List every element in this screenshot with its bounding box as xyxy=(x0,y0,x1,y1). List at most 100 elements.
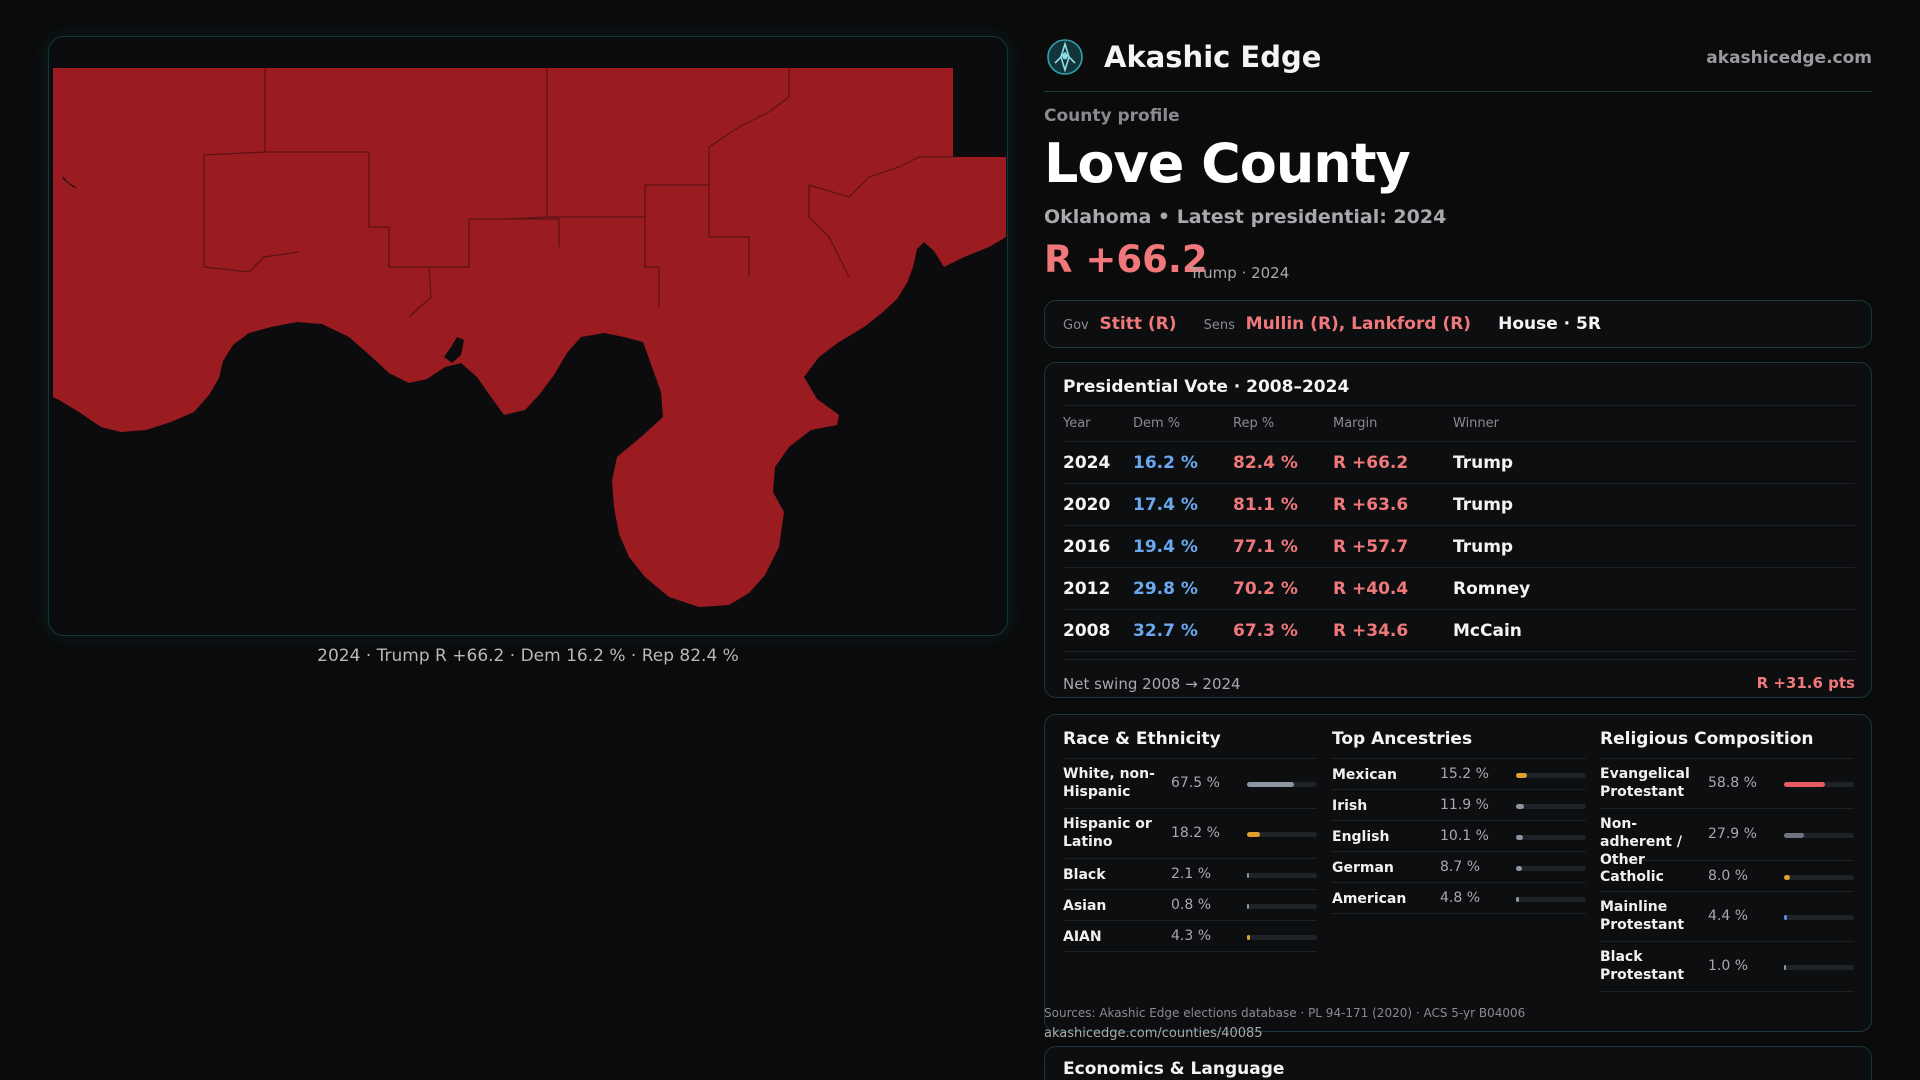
item-percent: 67.5 % xyxy=(1171,775,1220,791)
item-percent: 2.1 % xyxy=(1171,865,1212,882)
item-name: Evangelical Protestant xyxy=(1600,766,1690,800)
item-bar-fill xyxy=(1247,832,1260,837)
col-year: Year xyxy=(1063,405,1133,442)
item-percent: 10.1 % xyxy=(1440,827,1489,844)
economics-language-title: Economics & Language xyxy=(1063,1059,1285,1079)
brand-name[interactable]: Akashic Edge xyxy=(1104,40,1322,74)
item-name: Mainline Protestant xyxy=(1600,899,1685,933)
item-bar-track xyxy=(1247,872,1317,878)
item-bar-fill xyxy=(1247,903,1249,909)
table-row[interactable]: 2016 19.4 % 77.1 % R +57.7 Trump xyxy=(1063,525,1855,568)
economics-language-card: Economics & Language xyxy=(1044,1046,1872,1080)
ancestries-title: Top Ancestries xyxy=(1332,729,1586,759)
cell-winner: Trump xyxy=(1453,483,1855,526)
item-percent: 27.9 % xyxy=(1708,826,1757,842)
item-percent: 11.9 % xyxy=(1440,796,1489,813)
list-item: Black Protestant 1.0 % xyxy=(1600,942,1854,992)
list-item: Irish 11.9 % xyxy=(1332,790,1586,821)
cell-rep: 82.4 % xyxy=(1233,441,1333,484)
headline-margin: R +66.2 xyxy=(1044,238,1208,281)
list-item: Evangelical Protestant 58.8 % xyxy=(1600,759,1854,809)
brand-header: Akashic Edge akashicedge.com xyxy=(1044,36,1872,92)
item-bar-fill xyxy=(1247,782,1295,787)
item-name: English xyxy=(1332,829,1390,845)
list-item: American 4.8 % xyxy=(1332,883,1586,914)
sens-label: Sens xyxy=(1203,318,1235,333)
item-percent: 8.0 % xyxy=(1708,867,1749,884)
county-shape-west-pocket xyxy=(53,167,89,201)
item-percent: 8.7 % xyxy=(1440,858,1481,875)
list-item: Black 2.1 % xyxy=(1063,859,1317,890)
table-row[interactable]: 2008 32.7 % 67.3 % R +34.6 McCain xyxy=(1063,609,1855,652)
race-ethnicity-column: Race & Ethnicity White, non-Hispanic 67.5… xyxy=(1063,729,1317,952)
list-item: Mainline Protestant 4.4 % xyxy=(1600,892,1854,942)
county-map[interactable] xyxy=(48,36,1008,636)
ancestries-column: Top Ancestries Mexican 15.2 % Irish 11.9 % E… xyxy=(1332,729,1586,914)
list-item: White, non-Hispanic 67.5 % xyxy=(1063,759,1317,809)
item-bar-fill xyxy=(1516,865,1523,871)
senators-value: Mullin (R), Lankford (R) xyxy=(1245,314,1472,334)
item-percent: 15.2 % xyxy=(1440,765,1489,782)
sources-url[interactable]: akashicedge.com/counties/40085 xyxy=(1044,1026,1263,1041)
item-bar-fill xyxy=(1784,915,1788,920)
item-bar-fill xyxy=(1247,934,1250,940)
item-bar-track xyxy=(1516,834,1586,840)
presidential-table: Year Dem % Rep % Margin Winner 2024 16.2… xyxy=(1063,405,1855,652)
demographics-card: Race & Ethnicity White, non-Hispanic 67.5… xyxy=(1044,714,1872,1032)
cell-margin: R +66.2 xyxy=(1333,441,1453,484)
table-row[interactable]: 2024 16.2 % 82.4 % R +66.2 Trump xyxy=(1063,441,1855,484)
item-bar-fill xyxy=(1247,872,1249,878)
cell-rep: 67.3 % xyxy=(1233,609,1333,652)
item-bar-fill xyxy=(1784,782,1826,787)
item-bar-track xyxy=(1247,934,1317,940)
county-shape-map xyxy=(53,68,1006,607)
cell-rep: 81.1 % xyxy=(1233,483,1333,526)
item-percent: 58.8 % xyxy=(1708,775,1757,791)
compass-logo-icon[interactable] xyxy=(1046,38,1084,76)
cell-winner: Trump xyxy=(1453,441,1855,484)
net-swing-label: Net swing 2008 → 2024 xyxy=(1063,675,1241,693)
county-shape[interactable] xyxy=(53,68,1006,607)
table-row[interactable]: 2020 17.4 % 81.1 % R +63.6 Trump xyxy=(1063,483,1855,526)
item-name: Non-adherent / Other xyxy=(1600,816,1682,868)
item-name: Mexican xyxy=(1332,767,1397,783)
item-bar-track xyxy=(1247,782,1317,787)
item-name: White, non-Hispanic xyxy=(1063,766,1155,800)
item-bar-track xyxy=(1784,874,1854,880)
list-item: English 10.1 % xyxy=(1332,821,1586,852)
cell-year: 2008 xyxy=(1063,609,1133,652)
list-item: German 8.7 % xyxy=(1332,852,1586,883)
item-bar-fill xyxy=(1516,772,1527,778)
item-bar-track xyxy=(1784,915,1854,920)
item-percent: 1.0 % xyxy=(1708,958,1749,974)
cell-year: 2024 xyxy=(1063,441,1133,484)
item-bar-track xyxy=(1784,833,1854,838)
cell-winner: McCain xyxy=(1453,609,1855,652)
house-value: House · 5R xyxy=(1498,314,1601,334)
item-name: Hispanic or Latino xyxy=(1063,816,1152,850)
cell-year: 2012 xyxy=(1063,567,1133,610)
county-boundaries xyxy=(203,68,953,318)
presidential-vote-card: Presidential Vote · 2008–2024 Year Dem %… xyxy=(1044,362,1872,698)
table-header-row: Year Dem % Rep % Margin Winner xyxy=(1063,405,1855,442)
governor-value: Stitt (R) xyxy=(1099,314,1177,334)
list-item: Mexican 15.2 % xyxy=(1332,759,1586,790)
county-lake-inlets xyxy=(444,337,649,393)
item-bar-track xyxy=(1247,903,1317,909)
religion-title: Religious Composition xyxy=(1600,729,1854,759)
brand-site-link[interactable]: akashicedge.com xyxy=(1706,48,1872,68)
cell-rep: 70.2 % xyxy=(1233,567,1333,610)
item-percent: 0.8 % xyxy=(1171,896,1212,913)
table-row[interactable]: 2012 29.8 % 70.2 % R +40.4 Romney xyxy=(1063,567,1855,610)
page-subtitle: Oklahoma • Latest presidential: 2024 xyxy=(1044,206,1447,228)
col-dem: Dem % xyxy=(1133,405,1233,442)
cell-winner: Trump xyxy=(1453,525,1855,568)
col-winner: Winner xyxy=(1453,405,1855,442)
cell-dem: 17.4 % xyxy=(1133,483,1233,526)
gov-label: Gov xyxy=(1063,318,1089,333)
list-item: Hispanic or Latino 18.2 % xyxy=(1063,809,1317,859)
cell-dem: 29.8 % xyxy=(1133,567,1233,610)
item-bar-track xyxy=(1516,896,1586,902)
cell-margin: R +57.7 xyxy=(1333,525,1453,568)
religion-column: Religious Composition Evangelical Protes… xyxy=(1600,729,1854,992)
